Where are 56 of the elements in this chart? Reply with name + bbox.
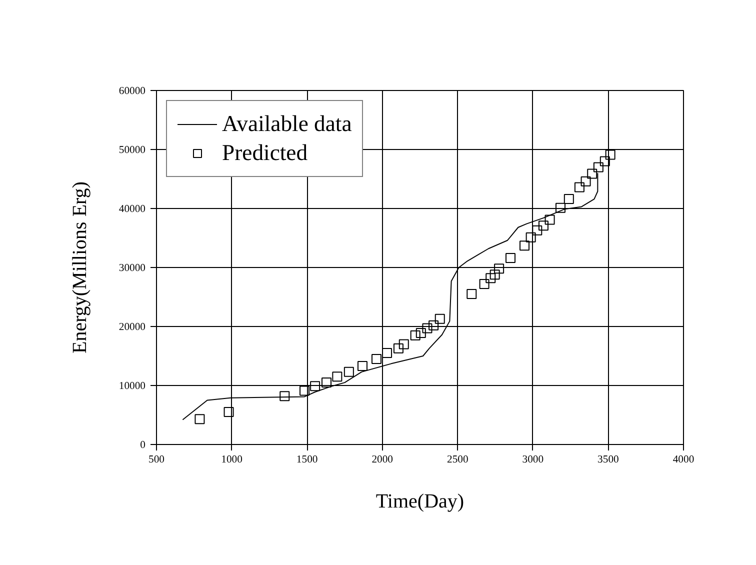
y-tick-label: 10000: [118, 381, 146, 392]
point: [494, 264, 504, 274]
point: [310, 381, 320, 392]
point: [398, 339, 409, 350]
point: [574, 182, 584, 192]
point: [321, 378, 332, 388]
point: [519, 240, 530, 251]
point: [600, 156, 610, 166]
x-tick-label: 4000: [672, 454, 694, 466]
x-tick-label: 2500: [446, 454, 468, 466]
point: [538, 220, 548, 231]
point: [357, 361, 368, 372]
point: [587, 168, 598, 179]
point: [593, 162, 604, 172]
point: [564, 194, 574, 204]
point: [410, 330, 420, 340]
point: [466, 289, 477, 300]
point: [224, 407, 234, 418]
point: [280, 391, 290, 402]
y-tick-label: 60000: [118, 86, 146, 97]
point: [486, 273, 496, 284]
point: [505, 253, 516, 264]
point: [544, 214, 555, 225]
point: [332, 372, 342, 382]
point: [416, 328, 426, 338]
y-tick-label: 20000: [118, 322, 146, 333]
point: [479, 279, 490, 290]
x-axis-title: Time(Day): [376, 490, 464, 512]
y-tick-label: 30000: [118, 263, 146, 274]
legend-label: Predicted: [222, 140, 308, 166]
point: [194, 414, 205, 424]
point: [393, 343, 404, 354]
y-tick-label: 50000: [118, 145, 146, 156]
x-tick-label: 2000: [372, 454, 394, 466]
point: [371, 354, 382, 364]
legend-label: Available data: [222, 111, 352, 137]
x-tick-label: 3500: [598, 454, 619, 466]
x-tick-label: 1000: [221, 454, 242, 466]
point: [526, 232, 536, 242]
x-tick-label: 500: [148, 454, 164, 466]
y-tick-label: 40000: [118, 204, 146, 215]
point: [428, 320, 439, 330]
point: [422, 323, 432, 334]
y-tick-label: 0: [140, 440, 146, 451]
y-axis-title: Energy(Millions Erg): [68, 181, 91, 354]
point: [344, 366, 354, 377]
point: [434, 314, 445, 324]
point: [300, 386, 310, 396]
point: [580, 176, 591, 186]
point: [382, 348, 392, 358]
point: [532, 225, 542, 236]
point: [490, 270, 500, 280]
point: [605, 150, 616, 160]
point: [555, 202, 566, 213]
x-tick-label: 3000: [522, 454, 544, 466]
x-tick-label: 1500: [296, 454, 318, 466]
